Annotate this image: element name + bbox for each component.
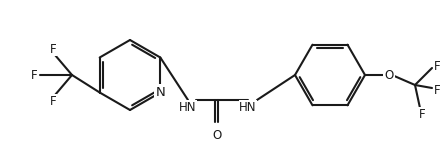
Text: F: F [50,43,56,56]
Text: N: N [155,86,165,99]
Text: O: O [212,129,222,142]
Text: F: F [419,108,425,120]
Text: HN: HN [179,101,197,114]
Text: F: F [50,95,56,108]
Text: HN: HN [239,101,257,114]
Text: F: F [30,68,37,81]
Text: O: O [384,68,394,81]
Text: F: F [434,60,440,72]
Text: F: F [434,84,440,96]
